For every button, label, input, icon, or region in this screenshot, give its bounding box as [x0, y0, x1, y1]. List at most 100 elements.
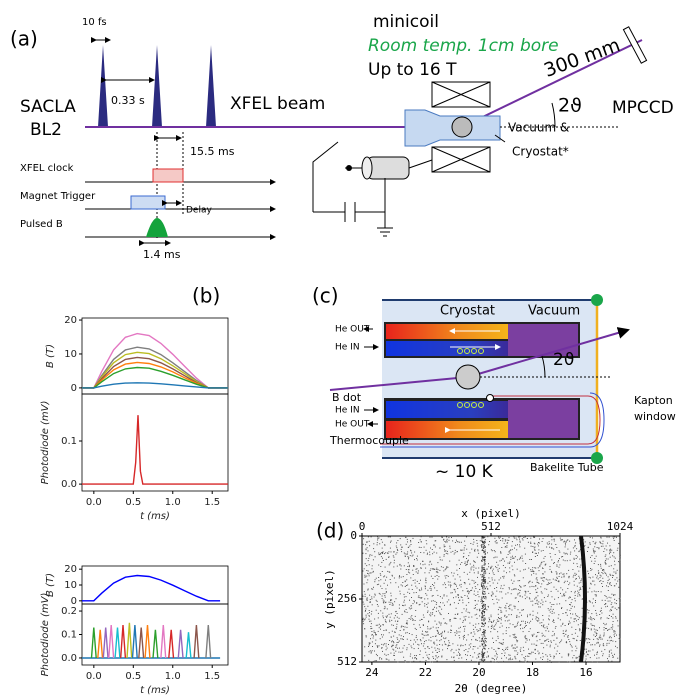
- image-pixel: [530, 621, 531, 622]
- image-pixel: [537, 580, 538, 581]
- image-pixel: [544, 636, 545, 637]
- image-pixel: [399, 577, 400, 578]
- image-pixel: [386, 646, 387, 647]
- image-pixel: [564, 576, 565, 577]
- image-pixel: [510, 659, 511, 660]
- image-pixel: [506, 657, 507, 658]
- image-pixel: [471, 569, 472, 570]
- image-pixel: [432, 549, 433, 550]
- image-pixel: [500, 612, 501, 613]
- image-pixel: [495, 596, 496, 597]
- image-pixel: [534, 644, 535, 645]
- image-pixel: [446, 567, 447, 568]
- image-pixel: [592, 555, 593, 556]
- image-pixel: [387, 571, 388, 572]
- image-pixel: [417, 568, 418, 569]
- image-pixel: [414, 601, 415, 602]
- image-pixel: [421, 568, 422, 569]
- image-pixel: [620, 557, 621, 558]
- image-pixel: [482, 616, 483, 617]
- image-pixel: [558, 618, 559, 619]
- image-pixel: [444, 541, 445, 542]
- image-pixel: [542, 541, 543, 542]
- image-pixel: [485, 630, 486, 631]
- image-pixel: [446, 566, 447, 567]
- image-pixel: [469, 572, 470, 573]
- image-pixel: [617, 620, 618, 621]
- image-pixel: [472, 580, 473, 581]
- image-pixel: [386, 617, 387, 618]
- image-pixel: [575, 633, 576, 634]
- image-pixel: [531, 546, 532, 547]
- image-pixel: [467, 561, 468, 562]
- image-pixel: [611, 627, 612, 628]
- data-line: [153, 630, 158, 658]
- image-pixel: [564, 576, 565, 577]
- image-pixel: [514, 581, 515, 582]
- image-pixel: [551, 571, 552, 572]
- image-pixel: [612, 575, 613, 576]
- image-pixel: [413, 565, 414, 566]
- image-pixel: [497, 621, 498, 622]
- image-pixel: [478, 573, 479, 574]
- image-pixel: [390, 653, 391, 654]
- image-pixel: [367, 613, 368, 614]
- image-pixel: [554, 648, 555, 649]
- image-pixel: [542, 578, 543, 579]
- data-line: [92, 628, 97, 659]
- image-pixel: [365, 544, 366, 545]
- image-pixel: [475, 627, 476, 628]
- image-pixel: [451, 649, 452, 650]
- image-pixel: [369, 556, 370, 557]
- image-pixel: [482, 591, 483, 592]
- y-tick-label: 0: [350, 529, 357, 542]
- image-pixel: [434, 607, 435, 608]
- pulse-duration: 1.4 ms: [143, 248, 181, 261]
- image-pixel: [535, 553, 536, 554]
- image-pixel: [554, 587, 555, 588]
- image-pixel: [520, 625, 521, 626]
- image-pixel: [607, 618, 608, 619]
- data-line: [127, 623, 132, 658]
- image-pixel: [509, 605, 510, 606]
- image-pixel: [517, 640, 518, 641]
- image-pixel: [502, 649, 503, 650]
- image-pixel: [441, 639, 442, 640]
- image-pixel: [519, 592, 520, 593]
- image-pixel: [417, 581, 418, 582]
- image-pixel: [555, 554, 556, 555]
- image-pixel: [604, 634, 605, 635]
- chamber-label: Vacuum &: [508, 121, 569, 135]
- image-pixel: [536, 645, 537, 646]
- image-pixel: [482, 598, 483, 599]
- image-pixel: [429, 648, 430, 649]
- image-pixel: [610, 636, 611, 637]
- image-pixel: [382, 548, 383, 549]
- image-pixel: [365, 596, 366, 597]
- image-pixel: [483, 632, 484, 633]
- image-pixel: [427, 598, 428, 599]
- image-pixel: [386, 655, 387, 656]
- image-pixel: [413, 644, 414, 645]
- image-pixel: [397, 642, 398, 643]
- image-pixel: [404, 611, 405, 612]
- image-pixel: [385, 619, 386, 620]
- image-pixel: [386, 643, 387, 644]
- data-line: [139, 628, 144, 659]
- image-pixel: [384, 601, 385, 602]
- image-pixel: [480, 629, 481, 630]
- image-pixel: [538, 549, 539, 550]
- image-pixel: [437, 630, 438, 631]
- image-pixel: [535, 556, 536, 557]
- image-pixel: [366, 615, 367, 616]
- image-pixel: [598, 570, 599, 571]
- image-pixel: [493, 658, 494, 659]
- image-pixel: [472, 587, 473, 588]
- image-pixel: [396, 624, 397, 625]
- image-pixel: [432, 652, 433, 653]
- image-pixel: [578, 592, 579, 593]
- image-pixel: [411, 544, 412, 545]
- image-pixel: [549, 547, 550, 548]
- image-pixel: [535, 662, 536, 663]
- image-pixel: [593, 541, 594, 542]
